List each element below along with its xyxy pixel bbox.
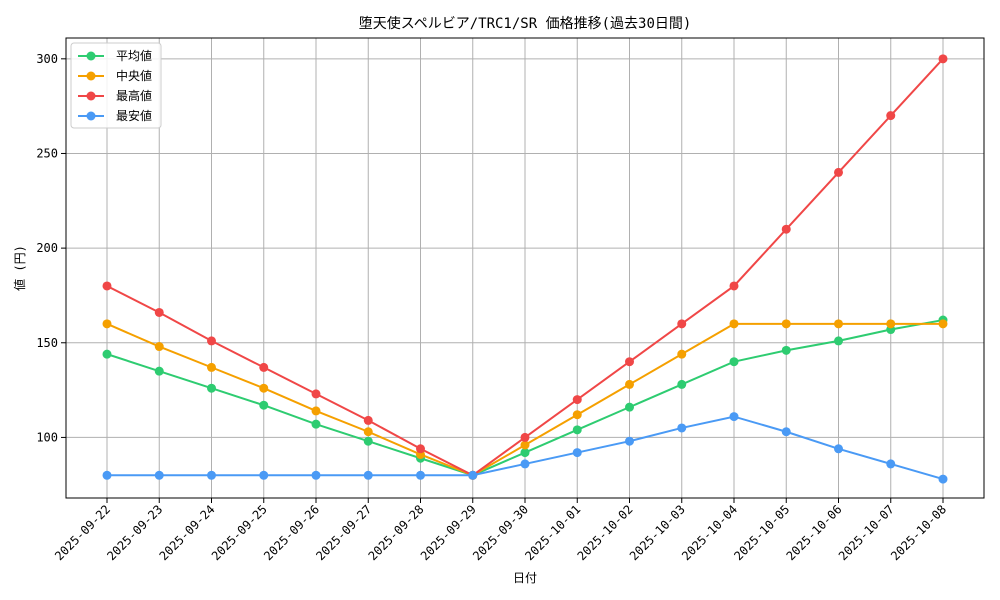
y-tick-label: 200 (36, 241, 58, 255)
data-point (363, 470, 373, 480)
legend-marker (86, 91, 96, 101)
data-point (834, 167, 843, 177)
data-point (311, 470, 321, 480)
y-tick-label: 100 (36, 430, 58, 444)
data-point (416, 470, 425, 480)
data-point (520, 440, 530, 450)
legend-marker (86, 51, 96, 61)
data-point (938, 474, 948, 484)
data-point (834, 319, 843, 329)
data-point (572, 448, 582, 458)
data-point (729, 319, 739, 329)
data-point (520, 448, 530, 458)
data-point (154, 307, 164, 317)
data-point (207, 383, 216, 393)
data-point (781, 319, 791, 329)
data-point (259, 362, 269, 372)
data-point (729, 412, 739, 422)
data-point (207, 362, 216, 372)
data-point (154, 470, 164, 480)
x-axis-label: 日付 (513, 571, 537, 585)
data-point (625, 402, 634, 412)
data-point (311, 389, 321, 399)
data-point (259, 470, 269, 480)
data-point (938, 319, 948, 329)
data-point (363, 427, 373, 437)
data-point (207, 470, 216, 480)
legend-marker (86, 71, 96, 81)
y-axis-ticks: 100 150 200 250 300 (36, 52, 66, 444)
data-point (572, 425, 582, 435)
data-point (572, 410, 582, 420)
data-point (677, 349, 687, 359)
y-tick-label: 150 (36, 336, 58, 350)
data-point (938, 54, 948, 64)
series-3 (102, 54, 948, 480)
legend-marker (86, 111, 96, 121)
legend-label: 平均値 (116, 48, 152, 63)
legend-box (70, 42, 162, 129)
data-point (416, 444, 425, 454)
data-point (259, 400, 269, 410)
data-point (363, 436, 373, 446)
data-point (520, 432, 530, 442)
series-group (102, 54, 948, 484)
legend-label: 最高値 (116, 88, 152, 103)
data-point (886, 459, 896, 469)
data-point (468, 470, 478, 480)
data-point (781, 345, 791, 355)
data-point (311, 406, 321, 416)
data-point (677, 379, 687, 389)
data-point (834, 336, 843, 346)
data-point (625, 357, 634, 367)
data-point (781, 427, 791, 437)
data-point (572, 395, 582, 405)
data-point (781, 224, 791, 234)
data-point (677, 423, 687, 433)
y-axis-label: 値 (円) (12, 245, 27, 291)
data-point (363, 415, 373, 425)
y-tick-label: 250 (36, 146, 58, 160)
data-point (677, 319, 687, 329)
data-point (625, 436, 634, 446)
chart-title: 堕天使スペルビア/TRC1/SR 価格推移(過去30日間) (359, 15, 692, 32)
series-4 (102, 412, 948, 484)
data-point (834, 444, 843, 454)
data-point (520, 459, 530, 469)
data-point (102, 319, 112, 329)
y-tick-label: 300 (36, 52, 58, 66)
data-point (207, 336, 216, 346)
data-point (102, 281, 112, 291)
data-point (625, 379, 634, 389)
legend-label: 中央値 (116, 68, 152, 83)
data-point (102, 349, 112, 359)
data-point (102, 470, 112, 480)
data-point (311, 419, 321, 429)
data-point (154, 366, 164, 376)
legend-label: 最安値 (116, 108, 152, 123)
data-point (259, 383, 269, 393)
data-point (729, 357, 739, 367)
data-point (729, 281, 739, 291)
data-point (886, 111, 896, 121)
data-point (886, 319, 896, 329)
data-point (154, 342, 164, 352)
